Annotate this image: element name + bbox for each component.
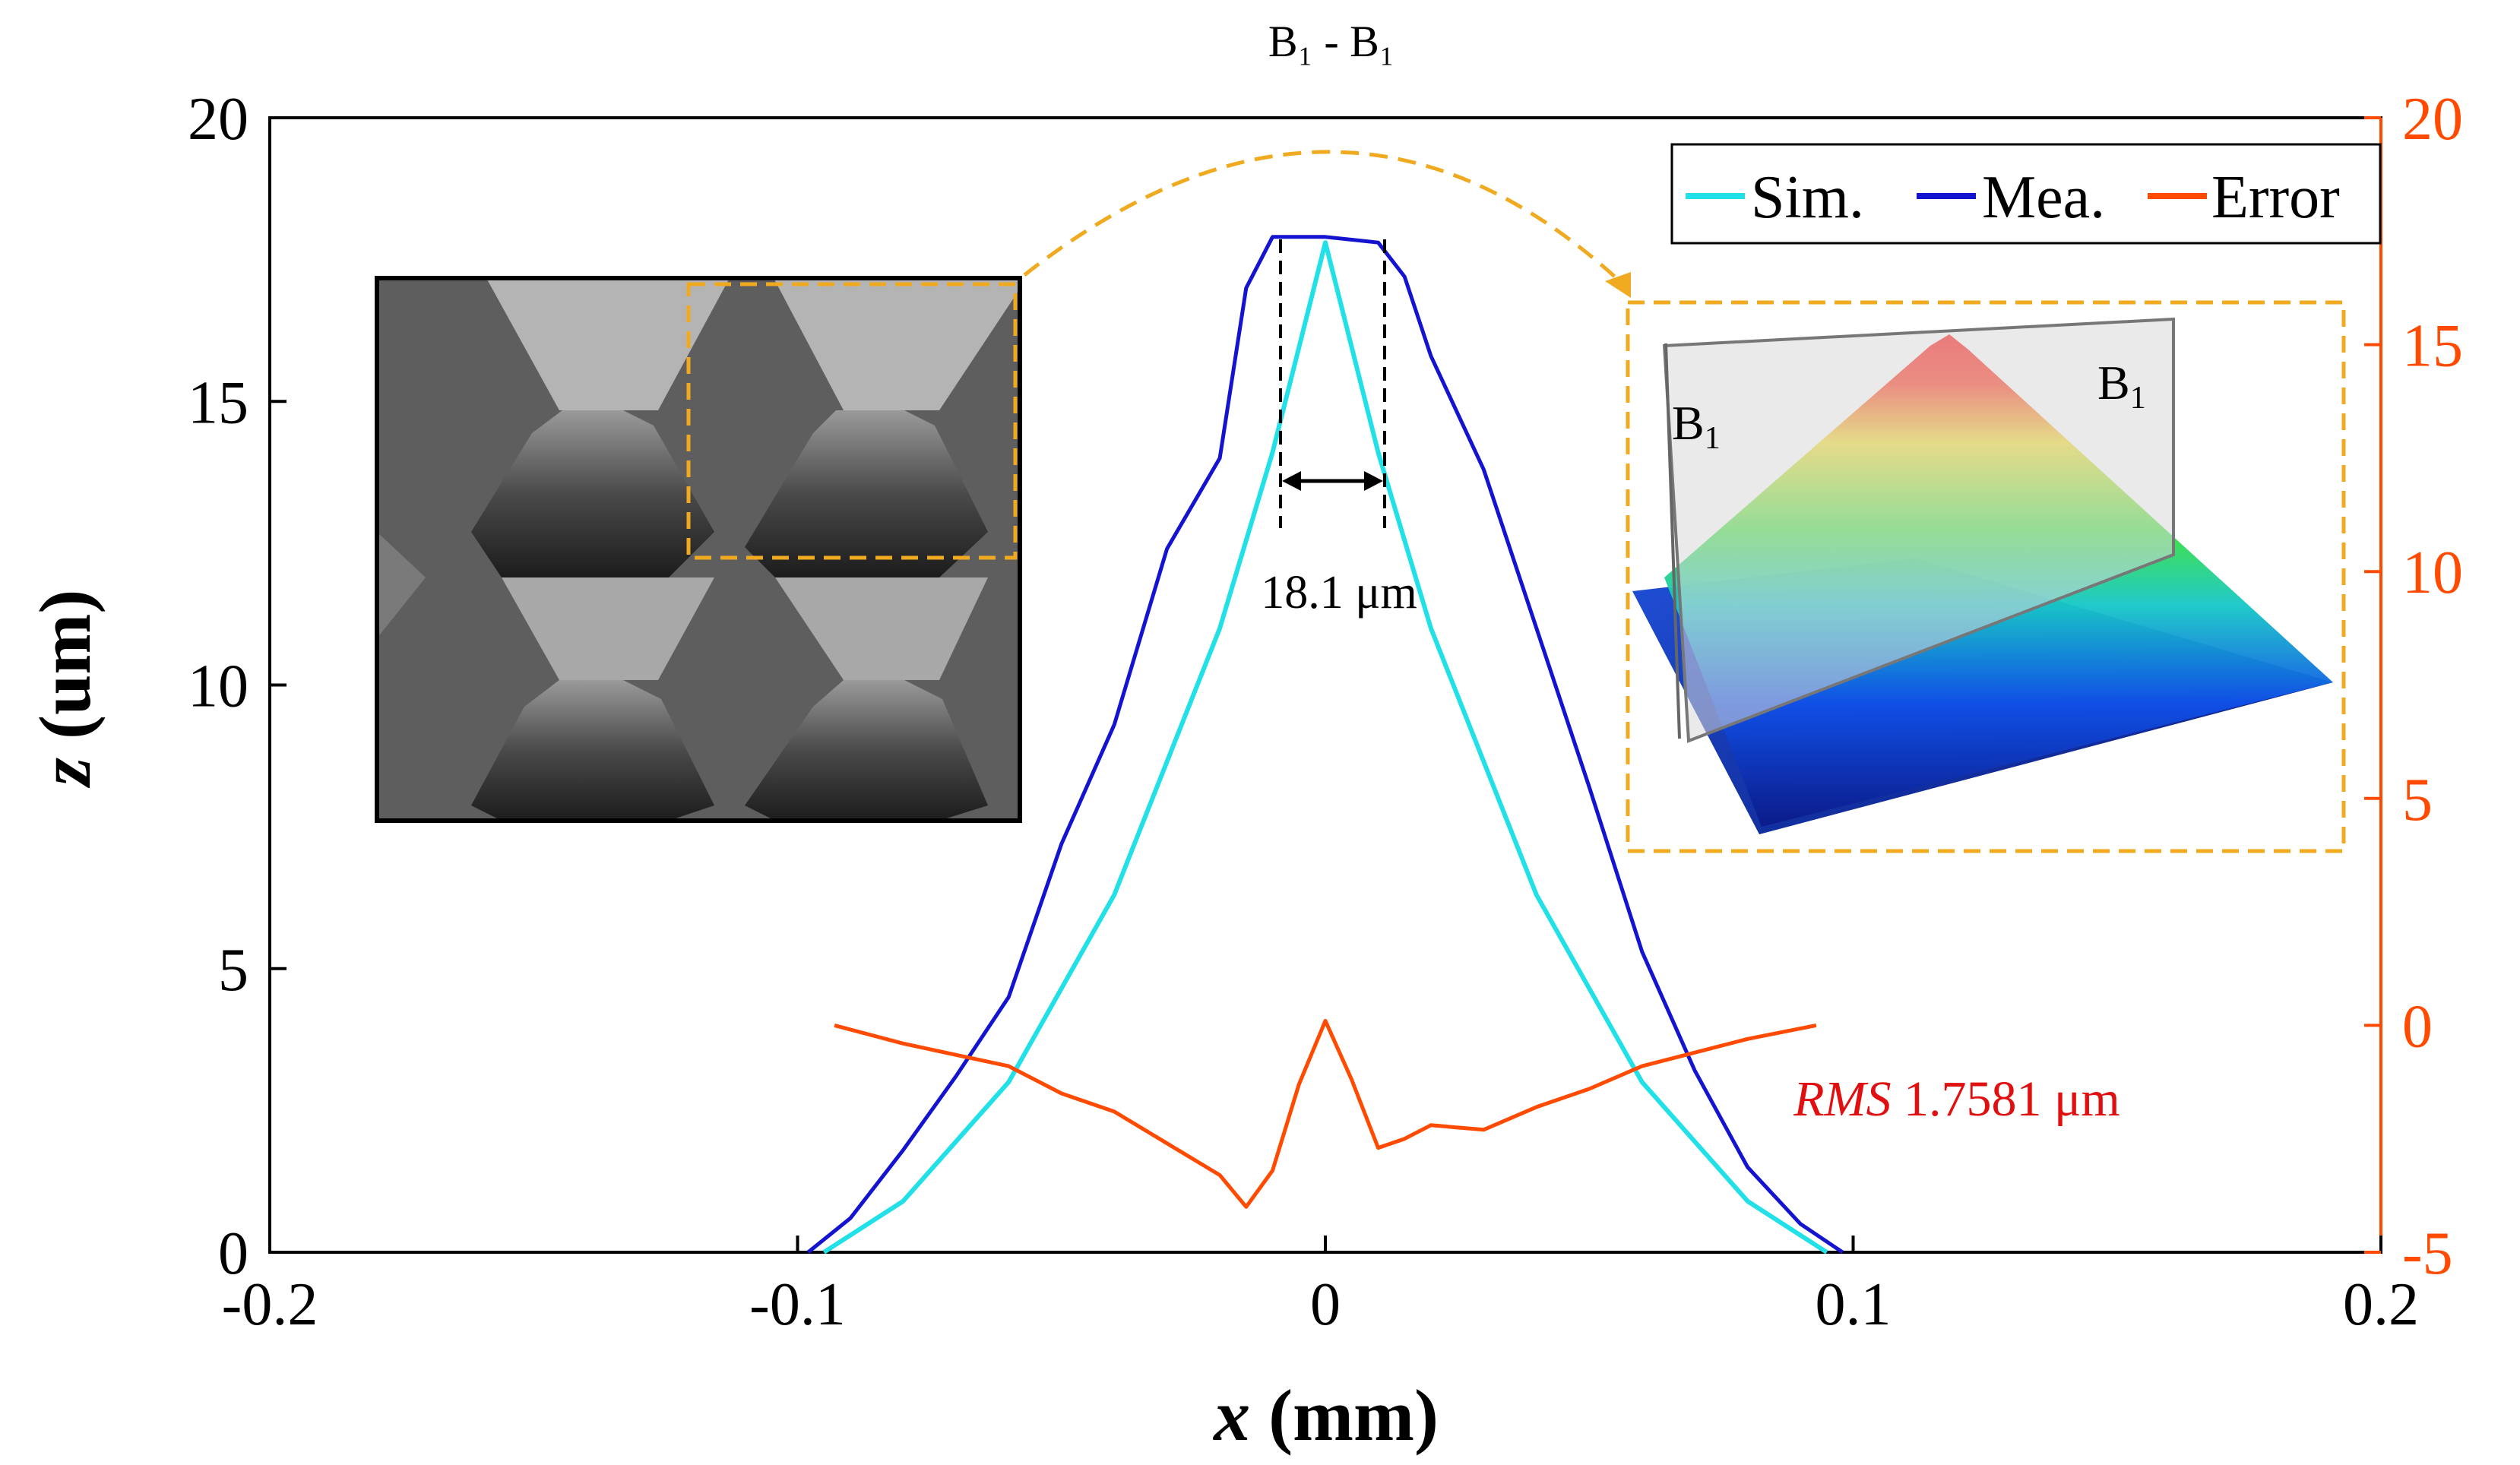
sem-inset [375, 276, 1022, 823]
x-tick-label: -0.1 [749, 1271, 846, 1338]
series-mea-line [806, 235, 1844, 1255]
x-axis-label: x (mm) [1212, 1375, 1439, 1456]
connector-arrow [1023, 150, 1631, 298]
y-tick-label: 10 [188, 653, 249, 720]
y2-tick-label: 20 [2402, 86, 2463, 153]
y2-tick-label: 5 [2402, 767, 2433, 834]
legend-item-sim: Sim. [1751, 164, 1864, 231]
x-tick-label: 0.1 [1816, 1271, 1892, 1338]
width-label: 18.1 μm [1261, 567, 1417, 619]
y2-tick-label: 15 [2402, 313, 2463, 380]
legend-item-error: Error [2211, 164, 2340, 231]
profile-3d-inset: B1 B1 [1626, 300, 2346, 853]
sem-highlight-box [686, 282, 1018, 560]
profile-inset-frame [1626, 300, 2346, 853]
legend: Sim. Mea. Error [1670, 143, 2382, 245]
x-tick-label: -0.2 [222, 1271, 318, 1338]
x-axis-ticks: -0.2 -0.1 0 0.1 0.2 [222, 1236, 2419, 1338]
y-tick-label: 15 [188, 369, 249, 436]
y2-axis-ticks: -5 0 5 10 15 20 [2364, 86, 2463, 1287]
y-tick-label: 5 [218, 937, 249, 1004]
legend-item-mea: Mea. [1982, 164, 2105, 231]
y2-tick-label: 10 [2402, 539, 2463, 606]
b1-left-label: B1 [1672, 396, 1721, 456]
y2-tick-label: 0 [2402, 993, 2433, 1060]
y-axis-label: z (um) [24, 590, 106, 789]
series-sim-line [822, 240, 1828, 1255]
y-tick-label: 20 [188, 86, 249, 153]
b1-right-label: B1 [2097, 356, 2146, 416]
chart-title: B₁ - B₁ [1268, 17, 1395, 66]
width-annotation: 18.1 μm [1261, 239, 1417, 619]
y-tick-label: 0 [218, 1220, 249, 1287]
series-layer [806, 235, 1844, 1255]
rms-annotation: RMS 1.7581 μm [1793, 1071, 2120, 1127]
x-tick-label: 0 [1310, 1271, 1341, 1338]
y-axis-ticks: 0 5 10 15 20 [188, 86, 287, 1287]
series-error-line [834, 1018, 1817, 1209]
y2-tick-label: -5 [2402, 1220, 2453, 1287]
x-tick-label: 0.2 [2343, 1271, 2419, 1338]
